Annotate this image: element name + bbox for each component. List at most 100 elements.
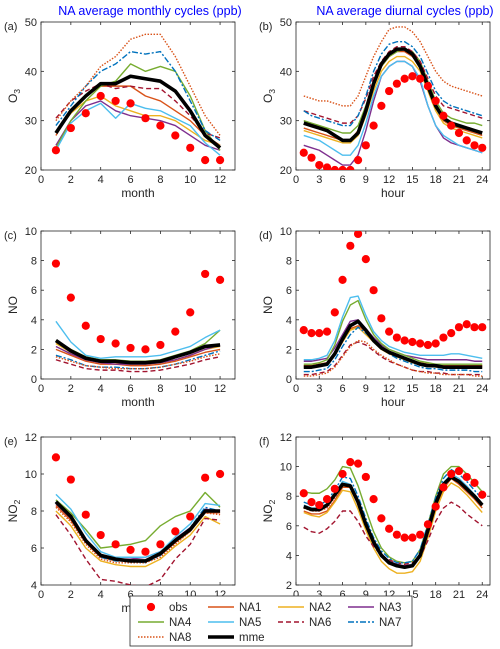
series-line-na8 [55,506,221,564]
x-tick-label: 0 [38,383,44,395]
x-tick-label: 2 [68,174,74,186]
x-tick-label: 10 [184,383,196,395]
x-tick-label: 18 [430,589,442,601]
obs-point [307,329,316,338]
x-axis-label: hour [381,186,405,200]
obs-point [126,99,135,108]
obs-point [96,334,105,344]
x-tick-label: 12 [214,383,226,395]
legend-label: NA1 [239,602,261,614]
series-line-na4 [303,465,483,564]
series-line-na2 [303,482,483,574]
obs-point [322,495,332,504]
obs-point [315,500,324,510]
legend-item-na1: NA1 [208,602,261,614]
y-tick-label: 6 [31,285,37,297]
obs-point [377,514,386,523]
y-tick-label: 0 [31,374,37,386]
obs-point [478,323,487,332]
obs-point [447,121,456,130]
legend-marker [146,602,156,612]
y-tick-label: 20 [280,165,292,177]
y-tick-label: 50 [280,17,292,29]
series-line-na5 [303,60,483,156]
panel-label: (e) [4,436,17,448]
obs-point [385,86,394,96]
x-tick-label: 6 [339,174,345,186]
obs-point [215,469,225,479]
obs-point [51,453,61,462]
panel-label: (c) [4,230,17,242]
x-tick-label: 24 [476,589,488,601]
x-tick-label: 9 [363,383,369,395]
obs-point [156,540,165,549]
obs-point [322,327,332,336]
legend-item-obs: obs [146,602,188,614]
series-group [51,33,225,165]
obs-point [400,533,409,542]
series-line-na4 [303,299,483,365]
obs-point [81,109,90,118]
series-line-na1 [55,348,221,367]
obs-point [408,533,417,542]
y-tick-label: 6 [286,521,292,533]
series-line-na4 [55,63,221,151]
x-tick-label: 6 [127,174,133,186]
series-line-na6 [303,501,483,565]
y-tick-label: 20 [25,165,37,177]
obs-point [478,143,487,152]
obs-point [299,489,308,498]
panel-e: 0246810124681012monthNO2(e) [4,432,236,615]
legend-item-na4: NA4 [138,617,192,629]
obs-point [392,333,401,342]
x-tick-label: 21 [453,174,465,186]
x-tick-label: 18 [430,174,442,186]
x-tick-label: 24 [476,383,488,395]
series-line-na6 [55,82,221,139]
obs-point [141,547,150,556]
obs-point [447,329,456,338]
obs-point [215,275,225,284]
series-line-na6 [55,514,221,585]
x-tick-label: 2 [68,383,74,395]
obs-point [377,314,386,323]
series-line-na4 [303,48,483,134]
panel-title: NA average diurnal cycles (ppb) [316,4,493,18]
x-tick-label: 6 [339,589,345,601]
obs-point [377,101,386,110]
series-line-mme [54,500,221,563]
series-group [299,231,487,377]
series-line-mme [303,319,483,369]
y-tick-label: 10 [25,226,37,238]
obs-point [431,502,440,511]
obs-point [201,269,210,279]
obs-point [439,111,448,120]
series-line-na8 [55,353,221,370]
obs-point [462,320,471,329]
x-tick-label: 6 [339,383,345,395]
series-line-mme [54,339,221,365]
x-tick-label: 18 [430,383,442,395]
obs-point [307,153,316,162]
y-tick-label: 8 [286,256,292,268]
obs-point [470,478,479,487]
legend: obs NA1 NA2 NA3 NA4 NA5 NA6 NA7 NA8 mme [129,595,413,647]
legend-item-na3: NA3 [348,602,401,614]
x-tick-label: 8 [157,383,163,395]
obs-point [299,326,308,335]
obs-point [423,340,433,350]
obs-point [385,327,394,336]
obs-point [338,469,347,479]
y-tick-label: 2 [286,344,292,356]
y-tick-label: 30 [280,116,292,128]
obs-point [51,146,61,155]
y-tick-label: 6 [286,285,292,297]
obs-point [385,524,394,533]
y-tick-label: 4 [286,315,292,327]
legend-label: obs [169,602,188,614]
legend-item-na7: NA7 [348,617,401,629]
obs-point [171,131,180,140]
series-line-na8 [303,339,483,377]
obs-point [462,472,471,482]
